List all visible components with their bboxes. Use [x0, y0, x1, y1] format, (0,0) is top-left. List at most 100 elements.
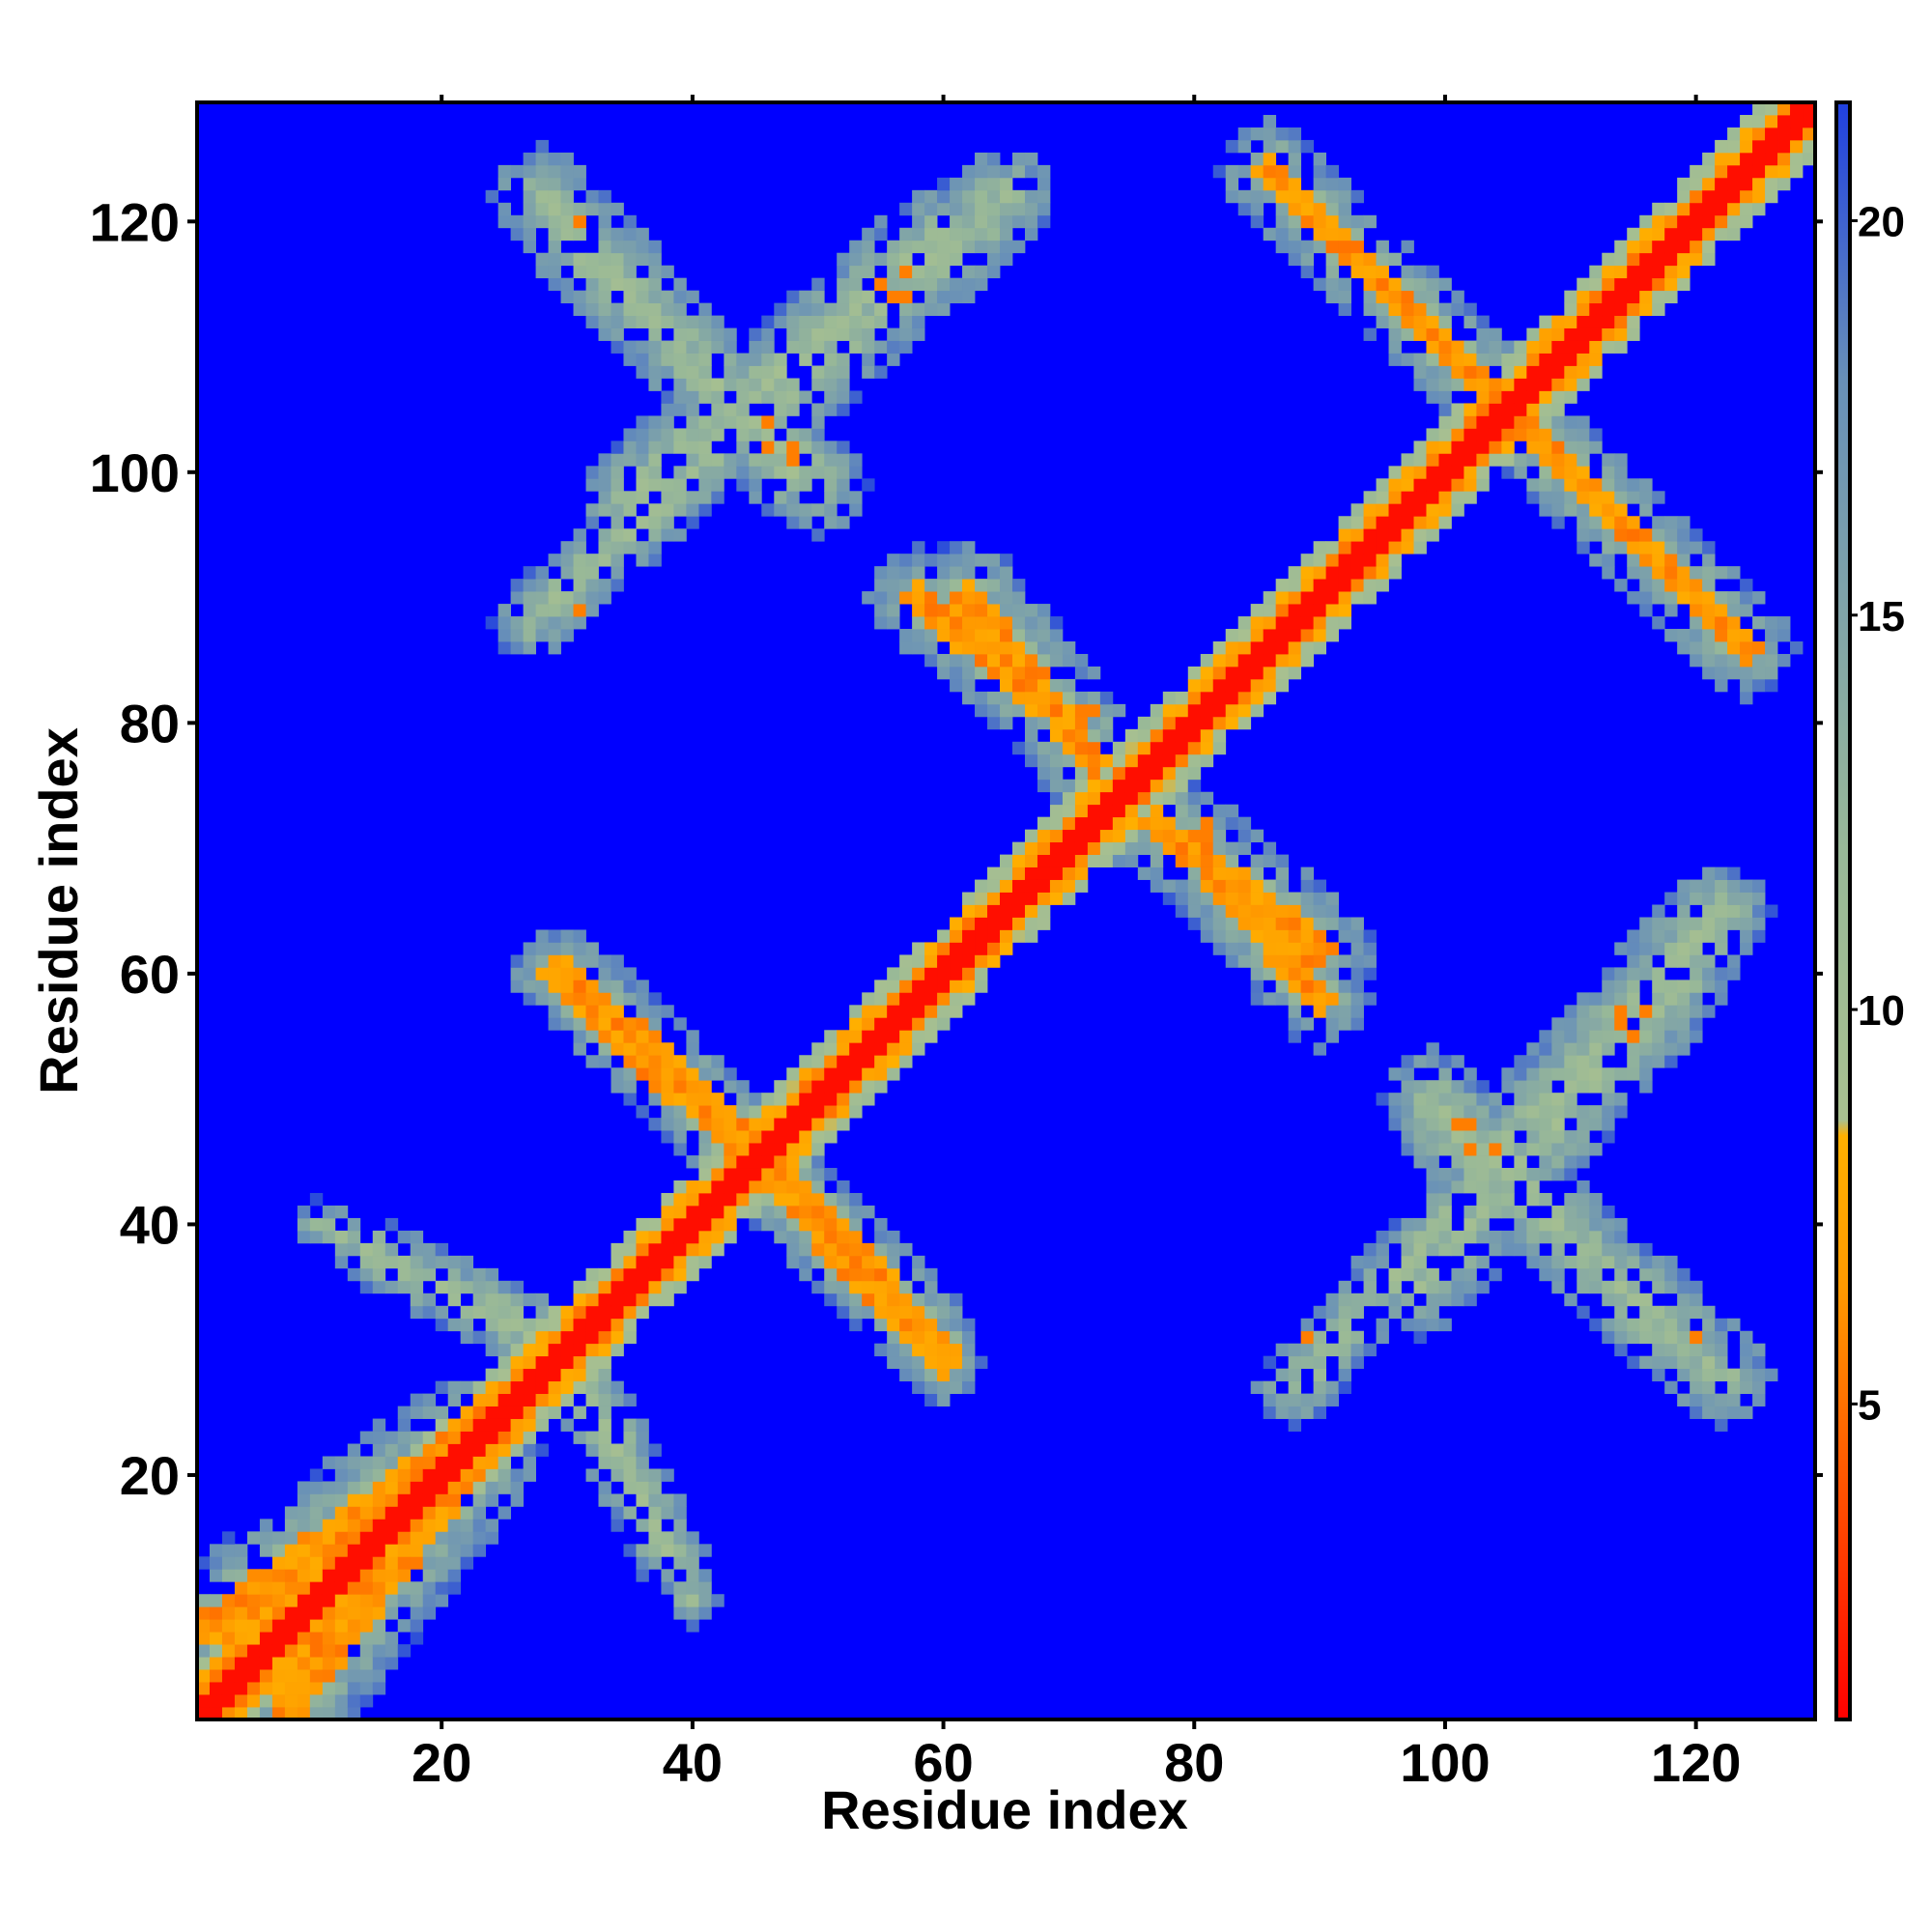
heatmap-cell	[1062, 892, 1076, 905]
heatmap-cell	[1062, 804, 1076, 818]
heatmap-cell	[384, 1531, 399, 1545]
heatmap-cell	[1715, 929, 1728, 943]
heatmap-cell	[786, 327, 800, 341]
heatmap-cell	[849, 1093, 863, 1106]
heatmap-cell	[1426, 1305, 1439, 1320]
heatmap-cell	[648, 1030, 662, 1043]
heatmap-cell	[1803, 102, 1816, 116]
heatmap-cell	[1664, 1318, 1678, 1332]
heatmap-cell	[523, 629, 536, 642]
heatmap-cell	[1112, 804, 1126, 818]
heatmap-cell	[397, 1493, 412, 1507]
heatmap-cell	[1476, 1230, 1490, 1244]
heatmap-cell	[410, 1581, 424, 1595]
heatmap-cell	[673, 1217, 687, 1232]
heatmap-cell	[535, 1330, 549, 1345]
heatmap-cell	[1338, 1330, 1351, 1345]
heatmap-cell	[686, 1230, 699, 1244]
heatmap-cell	[749, 453, 762, 467]
heatmap-cell	[761, 503, 775, 517]
heatmap-cell	[1451, 1055, 1464, 1068]
heatmap-cell	[1589, 503, 1603, 517]
heatmap-cell	[1225, 139, 1239, 154]
heatmap-cell	[724, 1192, 737, 1207]
heatmap-cell	[749, 378, 762, 391]
heatmap-cell	[347, 1519, 361, 1532]
heatmap-cell	[1000, 879, 1013, 893]
heatmap-cell	[1426, 340, 1439, 354]
heatmap-cell	[309, 1682, 324, 1695]
heatmap-cell	[1024, 892, 1038, 905]
heatmap-cell	[1690, 1280, 1703, 1294]
heatmap-cell	[673, 528, 687, 542]
heatmap-cell	[297, 1707, 311, 1720]
heatmap-cell	[1388, 1105, 1402, 1119]
heatmap-cell	[1752, 102, 1766, 116]
heatmap-cell	[1338, 616, 1351, 630]
heatmap-cell	[472, 1380, 487, 1395]
heatmap-cell	[1690, 164, 1703, 179]
heatmap-cell	[1551, 315, 1565, 328]
heatmap-cell	[548, 277, 561, 292]
heatmap-cell	[749, 340, 762, 354]
heatmap-cell	[221, 1594, 236, 1607]
heatmap-cell	[1526, 1067, 1540, 1081]
heatmap-cell	[1237, 954, 1252, 968]
heatmap-cell	[698, 1118, 712, 1131]
heatmap-cell	[1288, 1406, 1302, 1419]
heatmap-cell	[598, 189, 611, 204]
heatmap-cell	[1200, 791, 1214, 806]
heatmap-cell	[447, 1431, 462, 1444]
heatmap-cell	[1765, 678, 1778, 693]
heatmap-cell	[447, 1443, 462, 1457]
heatmap-cell	[1690, 942, 1703, 955]
heatmap-cell	[950, 566, 963, 580]
heatmap-cell	[673, 290, 687, 304]
heatmap-cell	[1187, 666, 1202, 680]
heatmap-cell	[1263, 114, 1277, 128]
heatmap-cell	[849, 327, 863, 341]
heatmap-cell	[598, 1431, 611, 1444]
heatmap-cell	[648, 516, 662, 529]
heatmap-cell	[874, 1318, 888, 1332]
heatmap-cell	[698, 315, 712, 328]
heatmap-cell	[1300, 1406, 1315, 1419]
heatmap-cell	[1049, 653, 1064, 668]
heatmap-cell	[661, 1205, 674, 1219]
heatmap-cell	[950, 653, 963, 668]
heatmap-cell	[1539, 453, 1552, 467]
heatmap-cell	[1589, 440, 1603, 454]
heatmap-cell	[1401, 528, 1414, 542]
heatmap-cell	[686, 353, 699, 366]
heatmap-cell	[1514, 1055, 1527, 1068]
heatmap-cell	[271, 1569, 286, 1582]
heatmap-cell	[887, 1067, 900, 1081]
heatmap-cell	[1137, 829, 1151, 843]
heatmap-cell	[334, 1556, 349, 1570]
heatmap-cell	[435, 1318, 449, 1332]
heatmap-cell	[1702, 867, 1716, 880]
heatmap-cell	[1489, 403, 1502, 416]
heatmap-cell	[899, 1005, 913, 1018]
heatmap-cell	[824, 1030, 838, 1043]
heatmap-cell	[384, 1556, 399, 1570]
heatmap-cell	[1476, 453, 1490, 467]
heatmap-cell	[1577, 466, 1590, 479]
heatmap-cell	[874, 980, 888, 993]
heatmap-cell	[950, 227, 963, 242]
heatmap-cell	[359, 1493, 374, 1507]
heatmap-cell	[761, 1105, 775, 1119]
heatmap-cell	[698, 1606, 712, 1620]
heatmap-cell	[397, 1418, 412, 1432]
heatmap-cell	[1275, 867, 1290, 880]
heatmap-cell	[1313, 202, 1326, 216]
heatmap-cell	[887, 967, 900, 980]
heatmap-cell	[1539, 1080, 1552, 1094]
heatmap-cell	[899, 554, 913, 567]
heatmap-cell	[987, 604, 1001, 617]
heatmap-cell	[397, 1443, 412, 1457]
heatmap-cell	[1614, 1093, 1628, 1106]
heatmap-cell	[347, 1456, 361, 1469]
heatmap-cell	[1438, 1293, 1452, 1307]
heatmap-cell	[987, 616, 1001, 630]
